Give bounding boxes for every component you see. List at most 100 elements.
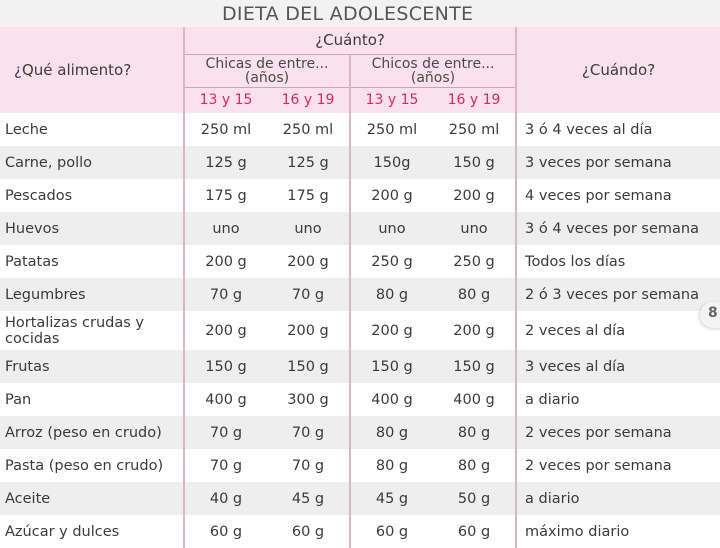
amount-cell: 200 g	[183, 311, 267, 350]
food-cell: Hortalizas crudas y cocidas	[5, 314, 144, 347]
amount-cell: 200 g	[433, 311, 518, 350]
table-row: Leche 250 ml 250 ml 250 ml 250 ml 3 ó 4 …	[0, 113, 720, 146]
table-row: Pan 400 g 300 g 400 g 400 g a diario	[0, 383, 720, 416]
amount-cell: 80 g	[433, 449, 518, 482]
amount-cell: 70 g	[267, 278, 351, 311]
when-column-header: ¿Cuándo?	[516, 27, 720, 113]
amount-cell: 400 g	[183, 383, 267, 416]
amount-cell: 80 g	[349, 416, 433, 449]
table-row: Azúcar y dulces 60 g 60 g 60 g 60 g máxi…	[0, 515, 720, 548]
amount-cell: 70 g	[183, 449, 267, 482]
amount-cell: 200 g	[349, 311, 433, 350]
age-header-girls-13-15: 13 y 15	[183, 86, 267, 113]
amount-cell: 80 g	[349, 278, 433, 311]
food-cell: Pescados	[5, 187, 73, 204]
amount-cell: 200 g	[183, 245, 267, 278]
amount-cell: uno	[183, 212, 267, 245]
amount-cell: 150 g	[433, 146, 518, 179]
food-column-header: ¿Qué alimento?	[0, 27, 184, 113]
food-cell: Pan	[5, 391, 32, 408]
amount-cell: 45 g	[349, 482, 433, 515]
diet-table: ¿Qué alimento? ¿Cuánto? ¿Cuándo? Chicas …	[0, 27, 720, 548]
food-cell: Aceite	[0, 482, 184, 515]
page-tab	[700, 302, 720, 328]
frequency-cell: 2 veces al día	[525, 322, 626, 339]
amount-cell: 150 g	[183, 350, 267, 383]
food-cell: Carne, pollo	[0, 146, 184, 179]
food-cell: Leche	[5, 121, 48, 138]
frequency-cell: 2 veces por semana	[516, 416, 720, 449]
food-cell: Patatas	[5, 253, 59, 270]
amount-cell: 70 g	[183, 278, 267, 311]
amount-cell: 150g	[349, 146, 433, 179]
frequency-cell: 3 veces por semana	[516, 146, 720, 179]
frequency-cell: 4 veces por semana	[525, 187, 672, 204]
frequency-cell: máximo diario	[525, 523, 630, 540]
amount-cell: 200 g	[433, 179, 518, 212]
table-row: Arroz (peso en crudo) 70 g 70 g 80 g 80 …	[0, 416, 720, 449]
frequency-cell: 3 veces al día	[516, 350, 720, 383]
food-cell: Arroz (peso en crudo)	[0, 416, 184, 449]
table-row: Pasta (peso en crudo) 70 g 70 g 80 g 80 …	[0, 449, 720, 482]
amount-cell: 150 g	[349, 350, 433, 383]
table-row: Legumbres 70 g 70 g 80 g 80 g 2 ó 3 vece…	[0, 278, 720, 311]
amount-cell: uno	[433, 212, 518, 245]
amount-cell: 250 ml	[349, 113, 433, 146]
amount-cell: 50 g	[433, 482, 518, 515]
food-cell: Huevos	[0, 212, 184, 245]
amount-cell: 40 g	[183, 482, 267, 515]
food-cell: Azúcar y dulces	[5, 523, 120, 540]
amount-cell: 200 g	[267, 311, 351, 350]
frequency-cell: 2 veces por semana	[525, 457, 672, 474]
amount-cell: 250 ml	[183, 113, 267, 146]
header-row-ages: 13 y 15 16 y 19 13 y 15 16 y 19	[0, 86, 720, 113]
amount-cell: uno	[349, 212, 433, 245]
age-header-boys-16-19: 16 y 19	[433, 86, 518, 113]
amount-cell: 175 g	[183, 179, 267, 212]
header-row-top: ¿Qué alimento? ¿Cuánto? ¿Cuándo?	[0, 27, 720, 113]
amount-cell: 175 g	[267, 179, 351, 212]
amount-cell: 250 ml	[267, 113, 351, 146]
amount-cell: 250 g	[433, 245, 518, 278]
amount-cell: 400 g	[433, 383, 518, 416]
food-cell: Frutas	[0, 350, 184, 383]
frequency-cell: 3 ó 4 veces al día	[525, 121, 653, 138]
amount-cell: 250 ml	[433, 113, 518, 146]
girls-group-line2: (años)	[244, 69, 290, 86]
food-cell: Legumbres	[0, 278, 184, 311]
title-bar	[0, 0, 720, 30]
amount-cell: 60 g	[267, 515, 351, 548]
table-row: Huevos uno uno uno uno 3 ó 4 veces por s…	[0, 212, 720, 245]
amount-cell: 400 g	[349, 383, 433, 416]
age-header-boys-13-15: 13 y 15	[349, 86, 433, 113]
frequency-cell: 3 ó 4 veces por semana	[516, 212, 720, 245]
girls-group-line1: Chicas de entre...	[205, 55, 329, 72]
food-cell: Pasta (peso en crudo)	[5, 457, 164, 474]
amount-cell: 60 g	[183, 515, 267, 548]
amount-cell: 150 g	[267, 350, 351, 383]
table-row: Frutas 150 g 150 g 150 g 150 g 3 veces a…	[0, 350, 720, 383]
amount-cell: 45 g	[267, 482, 351, 515]
amount-cell: 125 g	[183, 146, 267, 179]
table-row: Carne, pollo 125 g 125 g 150g 150 g 3 ve…	[0, 146, 720, 179]
amount-cell: 80 g	[349, 449, 433, 482]
frequency-cell: a diario	[516, 482, 720, 515]
table-row: Patatas 200 g 200 g 250 g 250 g Todos lo…	[0, 245, 720, 278]
age-header-girls-16-19: 16 y 19	[267, 86, 351, 113]
page-title: DIETA DEL ADOLESCENTE	[222, 3, 474, 25]
amount-cell: 80 g	[433, 278, 518, 311]
amount-cell: 150 g	[433, 350, 518, 383]
amount-cell: uno	[267, 212, 351, 245]
amount-cell: 60 g	[349, 515, 433, 548]
amount-cell: 70 g	[267, 449, 351, 482]
frequency-cell: 2 ó 3 veces por semana	[516, 278, 720, 311]
boys-group-line1: Chicos de entre...	[371, 55, 495, 72]
frequency-cell: a diario	[525, 391, 580, 408]
amount-cell: 70 g	[267, 416, 351, 449]
amount-cell: 80 g	[433, 416, 518, 449]
boys-group-line2: (años)	[410, 69, 456, 86]
amount-cell: 300 g	[267, 383, 351, 416]
table-row: Pescados 175 g 175 g 200 g 200 g 4 veces…	[0, 179, 720, 212]
amount-cell: 200 g	[267, 245, 351, 278]
boys-age-group-header: Chicos de entre... (años)	[348, 53, 518, 87]
